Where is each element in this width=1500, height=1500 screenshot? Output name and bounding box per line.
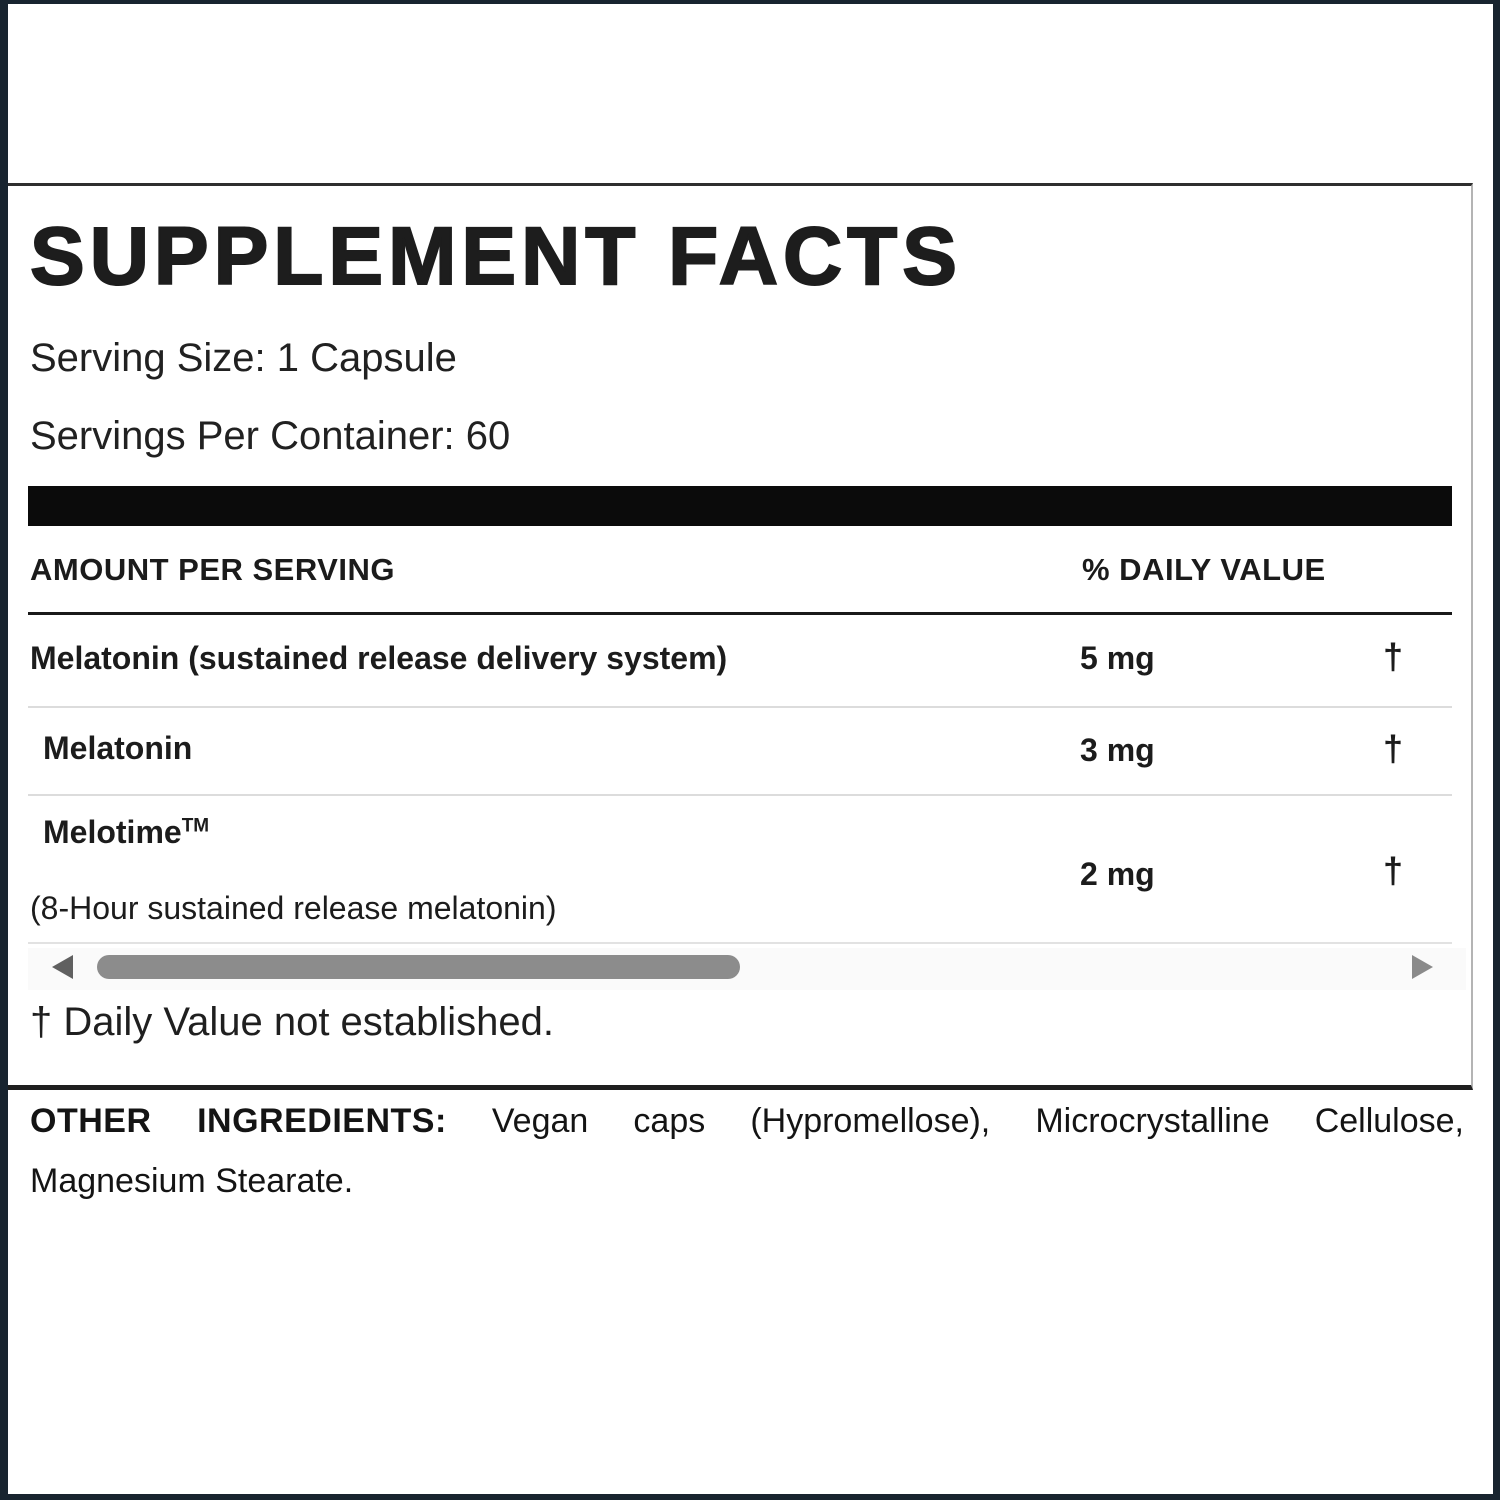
daily-value-footnote: † Daily Value not established. (30, 1000, 555, 1044)
column-header-amount-per-serving: AMOUNT PER SERVING (30, 552, 395, 587)
ingredient-name-text: Melotime (43, 814, 182, 850)
row-divider (28, 794, 1452, 796)
daily-value-dagger: † (1383, 850, 1404, 891)
ingredient-row-amount: 2 mg (1080, 856, 1155, 892)
other-ingredients-text: Vegan caps (Hypromellose), Microcrystall… (491, 1102, 1465, 1140)
header-rule (28, 612, 1452, 615)
row-divider (28, 706, 1452, 708)
ingredient-row-subtext: (8-Hour sustained release melatonin) (30, 890, 557, 926)
column-header-daily-value: % DAILY VALUE (1082, 552, 1326, 587)
panel-title: SUPPLEMENT FACTS (29, 211, 962, 302)
other-ingredients-line1: OTHER INGREDIENTS: Vegan caps (Hypromell… (30, 1102, 1464, 1141)
scroll-right-arrow-icon[interactable] (1412, 955, 1433, 979)
ingredient-row-name: MelotimeTM (43, 814, 209, 851)
daily-value-dagger: † (1383, 636, 1404, 677)
servings-per-container-text: Servings Per Container: 60 (30, 414, 511, 458)
thick-divider-bar (28, 486, 1452, 526)
label-card-frame (8, 183, 1473, 1090)
daily-value-dagger: † (1383, 728, 1404, 769)
ingredient-row-name: Melatonin (sustained release delivery sy… (30, 640, 728, 676)
table-bottom-rule (28, 942, 1452, 944)
other-ingredients-line2: Magnesium Stearate. (30, 1162, 354, 1200)
serving-size-text: Serving Size: 1 Capsule (30, 336, 457, 380)
other-ingredients-label: OTHER INGREDIENTS: (30, 1102, 447, 1140)
trademark-symbol: TM (181, 815, 210, 837)
ingredient-row-name: Melatonin (43, 730, 193, 766)
ingredient-row-amount: 5 mg (1080, 640, 1155, 676)
scroll-left-arrow-icon[interactable] (52, 955, 73, 979)
horizontal-scrollbar-thumb[interactable] (97, 955, 740, 979)
ingredient-row-amount: 3 mg (1080, 732, 1155, 768)
